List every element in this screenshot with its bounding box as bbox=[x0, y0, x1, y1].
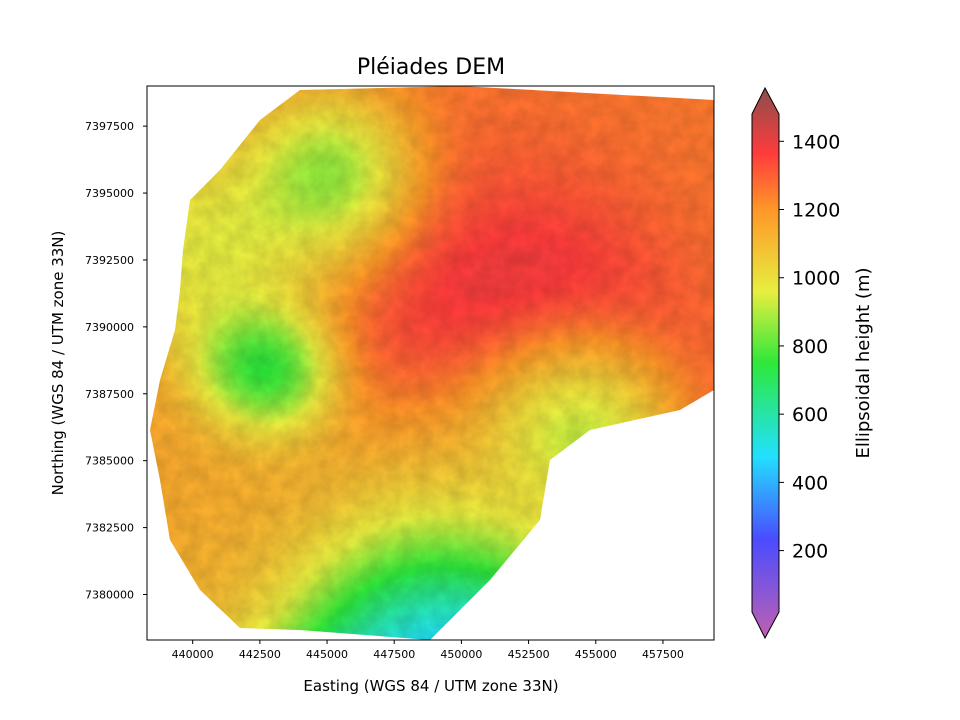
colorbar-tick-label: 800 bbox=[792, 336, 828, 358]
y-tick-label: 7387500 bbox=[85, 388, 134, 401]
x-tick-label: 450000 bbox=[440, 648, 482, 661]
colorbar-body bbox=[751, 86, 780, 640]
y-tick-label: 7380000 bbox=[85, 589, 134, 602]
colorbar-label: Ellipsoidal height (m) bbox=[853, 267, 874, 458]
terrain-texture bbox=[150, 86, 714, 640]
y-tick-label: 7392500 bbox=[85, 254, 134, 267]
colorbar-ticks: 200 400 600 800 1000 1200 1400 bbox=[779, 131, 840, 563]
y-tick-label: 7395000 bbox=[85, 187, 134, 200]
y-tick-label: 7385000 bbox=[85, 455, 134, 468]
chart-title: Pléiades DEM bbox=[357, 55, 505, 80]
colorbar-tick-label: 1400 bbox=[792, 131, 840, 153]
y-axis-label: Northing (WGS 84 / UTM zone 33N) bbox=[49, 231, 67, 496]
x-tick-label: 440000 bbox=[172, 648, 214, 661]
colorbar-tick-label: 600 bbox=[792, 404, 828, 426]
x-tick-label: 442500 bbox=[239, 648, 281, 661]
y-tick-label: 7390000 bbox=[85, 321, 134, 334]
x-tick-label: 455000 bbox=[575, 648, 617, 661]
axes-frame bbox=[146, 85, 715, 641]
y-axis: 7380000 7382500 7385000 7387500 7390000 73925… bbox=[85, 120, 147, 602]
x-axis: 440000 442500 445000 447500 450000 452500 4550… bbox=[172, 640, 684, 661]
y-tick-label: 7397500 bbox=[85, 120, 134, 133]
x-tick-label: 447500 bbox=[373, 648, 415, 661]
plot-area bbox=[146, 85, 715, 641]
x-axis-label: Easting (WGS 84 / UTM zone 33N) bbox=[303, 677, 558, 695]
colorbar: 200 400 600 800 1000 1200 1400 Ellipsoidal hei… bbox=[751, 86, 874, 640]
x-tick-label: 445000 bbox=[306, 648, 348, 661]
x-tick-label: 452500 bbox=[508, 648, 550, 661]
colorbar-tick-label: 1000 bbox=[792, 268, 840, 290]
colorbar-tick-label: 400 bbox=[792, 472, 828, 494]
colorbar-tick-label: 1200 bbox=[792, 200, 840, 222]
y-tick-label: 7382500 bbox=[85, 522, 134, 535]
x-tick-label: 457500 bbox=[642, 648, 684, 661]
colorbar-tick-label: 200 bbox=[792, 541, 828, 563]
